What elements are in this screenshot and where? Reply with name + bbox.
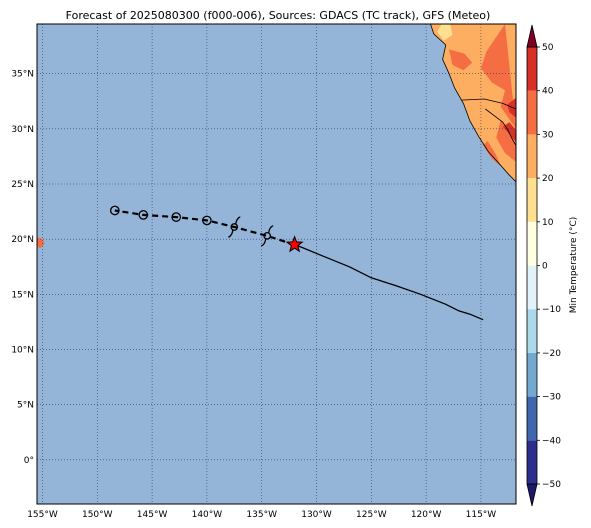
colorbar-tick-label: −30 — [542, 393, 561, 403]
latitude-tick-labels: 35°N 30°N 25°N 20°N 15°N 10°N 5°N 0° — [11, 70, 34, 466]
forecast-point-marker — [202, 215, 212, 226]
longitude-tick-label: 140°W — [192, 510, 223, 520]
longitude-tick-label: 135°W — [246, 510, 277, 520]
colorbar-over-extension — [526, 24, 538, 48]
colorbar-segment — [527, 221, 537, 266]
latitude-tick-label: 15°N — [11, 290, 34, 300]
longitude-tick-label: 125°W — [356, 510, 387, 520]
forecast-point-marker — [109, 205, 120, 216]
land-north-america-temperature-band — [496, 120, 516, 162]
longitude-tick-label: 150°W — [82, 510, 113, 520]
land-hawaii — [37, 237, 45, 248]
map-frame — [36, 23, 517, 505]
forecast-track-line — [114, 209, 295, 246]
latitude-tick-label: 10°N — [11, 346, 34, 356]
figure-title: Forecast of 2025080300 (f000-006), Sourc… — [66, 9, 491, 22]
colorbar-under-extension — [526, 483, 538, 507]
latitude-tick-label: 30°N — [11, 125, 34, 135]
tropical-storm-symbol — [261, 225, 274, 247]
colorbar-segment — [527, 396, 537, 441]
colorbar-segment — [527, 309, 537, 353]
colorbar-tick-label: 20 — [542, 174, 554, 184]
ocean-background — [37, 24, 516, 504]
tropical-storm-symbol — [228, 216, 241, 238]
longitude-tick-label: 120°W — [411, 510, 442, 520]
colorbar-segment — [527, 47, 537, 91]
coastline — [430, 24, 516, 183]
forecast-point-marker — [138, 210, 149, 220]
latitude-tick-label: 35°N — [11, 70, 34, 80]
current-position-star — [285, 235, 304, 253]
longitude-tick-label: 145°W — [137, 510, 168, 520]
colorbar-segment — [527, 352, 537, 397]
colorbar-segment — [527, 265, 537, 310]
colorbar-tick-label: −50 — [542, 480, 561, 490]
colorbar-label: Min Temperature (°C) — [569, 217, 579, 314]
longitude-tick-label: 155°W — [27, 510, 58, 520]
colorbar-tick-label: 10 — [542, 218, 554, 228]
storm-track-layer — [109, 205, 484, 321]
past-track-line — [294, 244, 484, 321]
land-layer — [37, 24, 516, 248]
land-north-america-temperature-band — [449, 49, 473, 71]
latitude-tick-label: 20°N — [11, 235, 34, 245]
latitude-tick-label: 5°N — [17, 401, 34, 411]
latitude-tick-label: 25°N — [11, 180, 34, 190]
colorbar: 50 40 30 20 10 0 −10 −20 −30 −40 −50 — [526, 24, 561, 507]
colorbar-tick-label: 30 — [542, 130, 554, 140]
colorbar-tick-label: −10 — [542, 305, 561, 315]
land-hawaii-temperature-band — [37, 237, 45, 248]
colorbar-segment — [527, 90, 537, 135]
latitude-tick-label: 0° — [24, 456, 34, 466]
land-north-america-temperature-band — [480, 24, 516, 129]
colorbar-tick-label: 50 — [542, 43, 554, 53]
country-border — [461, 98, 516, 110]
forecast-point-marker — [171, 212, 182, 222]
colorbar-segment — [527, 178, 537, 222]
colorbar-tick-label: −40 — [542, 436, 561, 446]
longitude-tick-label: 130°W — [301, 510, 332, 520]
storm-symbol-eye — [230, 223, 239, 231]
colorbar-tick-label: −20 — [542, 349, 561, 359]
gulf-coastline — [485, 108, 516, 146]
colorbar-tick-label: 40 — [542, 87, 554, 97]
colorbar-segment — [527, 134, 537, 179]
land-north-america — [430, 24, 516, 183]
longitude-tick-label: 115°W — [466, 510, 497, 520]
map-area[interactable] — [36, 23, 517, 505]
storm-symbol-eye — [263, 232, 272, 240]
land-north-america-temperature-band — [437, 24, 453, 41]
colorbar-segment — [527, 440, 537, 484]
gridlines — [37, 24, 516, 504]
longitude-tick-labels: 155°W 150°W 145°W 140°W 135°W 130°W 125°W 120°W… — [27, 510, 496, 520]
storm-symbol-arms — [261, 225, 274, 247]
land-north-america-temperature-band — [507, 97, 516, 118]
colorbar-tick-label: 0 — [542, 262, 548, 272]
storm-symbol-arms — [228, 216, 241, 238]
